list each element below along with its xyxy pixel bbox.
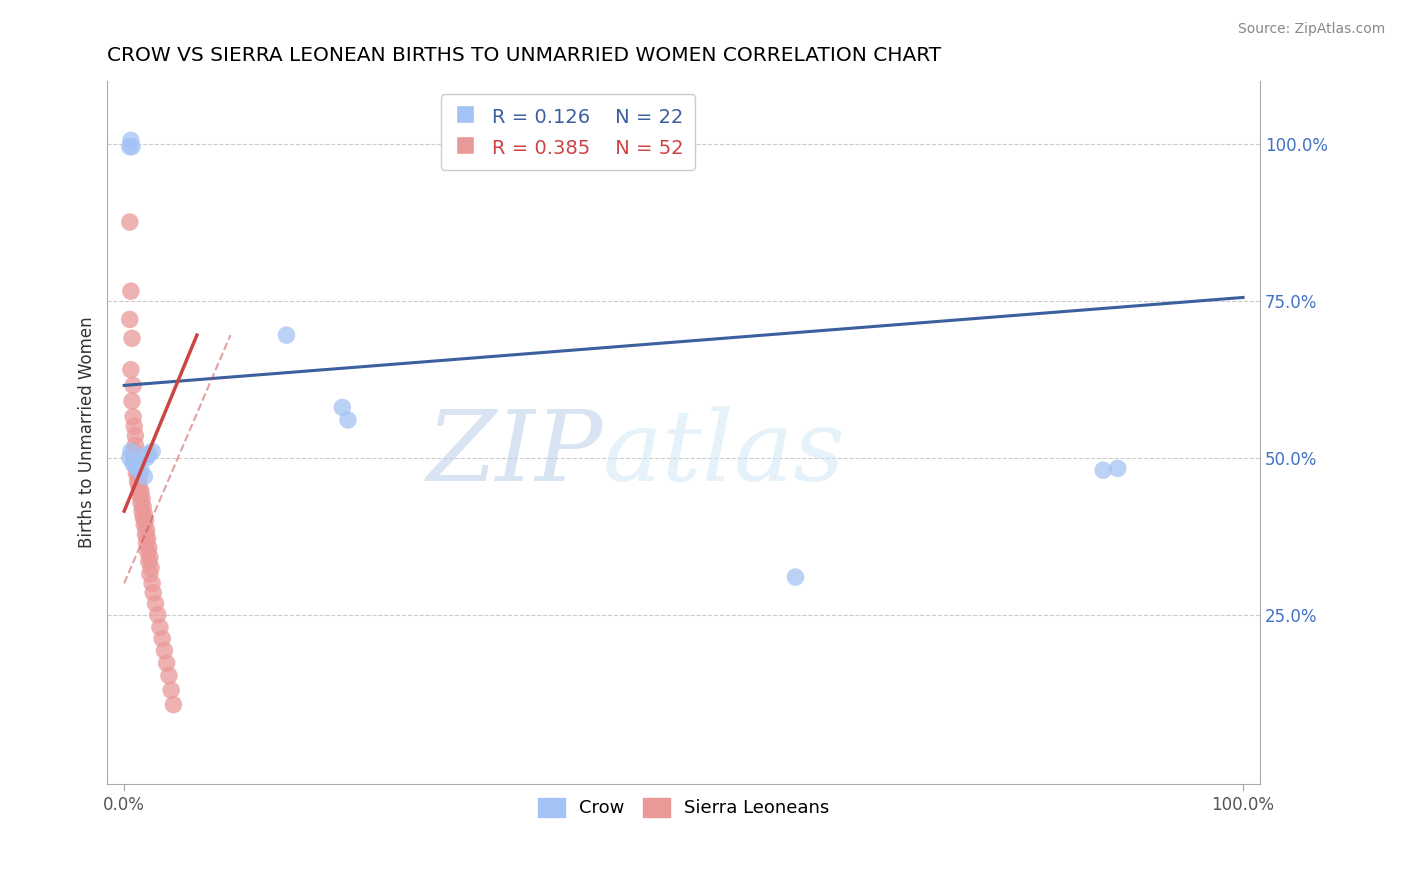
Text: ZIP: ZIP xyxy=(426,406,603,501)
Text: atlas: atlas xyxy=(603,406,845,501)
Point xyxy=(118,312,141,326)
Point xyxy=(120,133,142,147)
Point xyxy=(162,698,184,712)
Point xyxy=(121,139,143,153)
Point xyxy=(336,413,359,427)
Point xyxy=(135,523,157,537)
Point xyxy=(120,284,142,298)
Point xyxy=(153,643,176,657)
Point xyxy=(136,545,159,559)
Point xyxy=(149,620,172,634)
Point xyxy=(139,560,162,574)
Point xyxy=(139,566,162,581)
Point xyxy=(120,444,142,458)
Point xyxy=(141,444,163,458)
Point xyxy=(128,482,150,496)
Point xyxy=(118,215,141,229)
Point xyxy=(138,448,160,462)
Y-axis label: Births to Unmarried Women: Births to Unmarried Women xyxy=(79,317,96,549)
Text: CROW VS SIERRA LEONEAN BIRTHS TO UNMARRIED WOMEN CORRELATION CHART: CROW VS SIERRA LEONEAN BIRTHS TO UNMARRI… xyxy=(107,46,942,65)
Point xyxy=(785,570,807,584)
Point xyxy=(125,460,148,475)
Point xyxy=(138,541,160,555)
Point xyxy=(156,656,179,670)
Point xyxy=(127,475,149,489)
Point xyxy=(138,554,160,568)
Point xyxy=(122,419,145,434)
Point xyxy=(128,463,150,477)
Point xyxy=(124,457,146,471)
Point xyxy=(129,496,152,510)
Point xyxy=(122,409,145,424)
Legend: Crow, Sierra Leoneans: Crow, Sierra Leoneans xyxy=(530,791,837,825)
Point xyxy=(146,607,169,622)
Point xyxy=(124,438,146,452)
Point xyxy=(1107,461,1129,475)
Point xyxy=(120,362,142,376)
Point xyxy=(134,469,156,483)
Point xyxy=(157,669,180,683)
Point xyxy=(124,428,146,442)
Point xyxy=(135,448,157,462)
Point xyxy=(136,531,159,545)
Point xyxy=(129,463,152,477)
Point xyxy=(128,478,150,492)
Point xyxy=(134,527,156,541)
Point xyxy=(142,586,165,600)
Point xyxy=(124,450,146,465)
Point xyxy=(135,535,157,549)
Point xyxy=(121,331,143,345)
Point xyxy=(124,457,146,471)
Point xyxy=(1092,463,1115,477)
Point xyxy=(141,576,163,591)
Point xyxy=(135,450,157,465)
Point xyxy=(276,328,298,343)
Point xyxy=(134,507,156,521)
Point xyxy=(122,444,145,458)
Point xyxy=(160,683,183,698)
Point xyxy=(122,378,145,392)
Point xyxy=(118,139,141,153)
Point xyxy=(125,467,148,481)
Point xyxy=(128,488,150,502)
Point xyxy=(150,632,173,646)
Point xyxy=(128,471,150,485)
Point xyxy=(131,504,153,518)
Point xyxy=(139,549,162,564)
Point xyxy=(132,510,155,524)
Point xyxy=(122,454,145,468)
Point xyxy=(132,500,155,514)
Point xyxy=(118,450,141,465)
Point xyxy=(125,454,148,468)
Point xyxy=(129,485,152,500)
Point xyxy=(127,463,149,477)
Point xyxy=(131,491,153,506)
Point xyxy=(330,401,353,415)
Point xyxy=(134,514,156,528)
Point xyxy=(134,517,156,532)
Point xyxy=(122,457,145,471)
Point xyxy=(121,394,143,409)
Point xyxy=(145,597,167,611)
Text: Source: ZipAtlas.com: Source: ZipAtlas.com xyxy=(1237,22,1385,37)
